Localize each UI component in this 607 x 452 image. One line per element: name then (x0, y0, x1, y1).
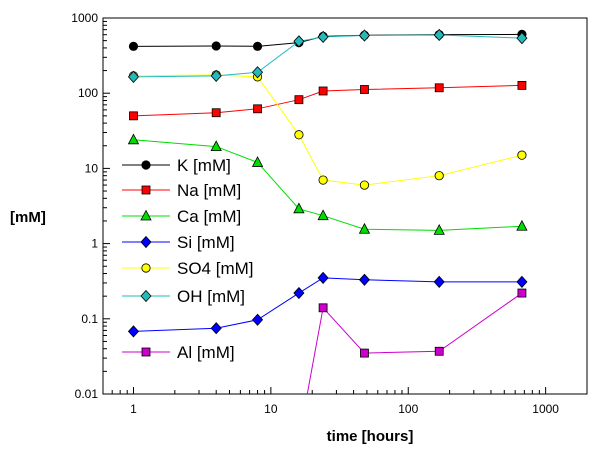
x-axis-title: time [hours] (327, 428, 414, 445)
y-tick-label: 1000 (71, 11, 98, 25)
series-k (128, 29, 527, 51)
data-point (516, 32, 528, 45)
legend-marker (140, 235, 152, 249)
series-line (133, 34, 522, 78)
data-point (127, 70, 140, 83)
data-point (434, 346, 444, 356)
data-point (434, 83, 444, 93)
legend-label: Na [mM] (177, 181, 241, 200)
legend-entry: SO4 [mM] (122, 259, 254, 278)
legend-marker (141, 185, 151, 195)
data-point (318, 86, 328, 96)
legend: K [mM] Na [mM] Ca [mM] Si [mM] SO4 [mM] OH [m… (122, 156, 254, 362)
y-tick-label: 10 (85, 161, 99, 175)
data-point (516, 275, 528, 288)
data-point (211, 41, 221, 51)
series-layer (127, 28, 528, 394)
data-point (127, 325, 140, 338)
legend-label: Ca [mM] (177, 207, 241, 226)
x-tick-label: 1 (130, 402, 137, 416)
series-line (306, 292, 523, 394)
data-point (360, 85, 369, 94)
x-tick-label: 100 (398, 402, 418, 416)
data-point (517, 80, 527, 90)
y-tick-label: 0.01 (75, 387, 99, 401)
series-line (133, 277, 522, 332)
legend-marker (141, 347, 151, 357)
y-tick-label: 0.1 (81, 312, 98, 326)
data-point (210, 322, 222, 335)
legend-entry: Ca [mM] (122, 207, 241, 226)
data-point (360, 348, 369, 358)
data-point (434, 171, 444, 181)
data-point (358, 273, 371, 286)
data-point (128, 41, 139, 51)
series-al (306, 288, 527, 394)
data-point (358, 222, 371, 234)
legend-marker (140, 289, 152, 303)
data-point (318, 303, 328, 313)
data-point (317, 271, 329, 284)
data-point (433, 28, 445, 42)
legend-label: OH [mM] (177, 287, 245, 306)
legend-entry: Al [mM] (122, 343, 235, 362)
x-tick-label: 1000 (532, 402, 559, 416)
data-point (251, 156, 264, 167)
data-point (293, 202, 305, 214)
data-point (252, 313, 264, 326)
legend-entry: K [mM] (122, 156, 231, 175)
data-point (293, 286, 305, 300)
legend-label: SO4 [mM] (177, 259, 254, 278)
data-point (433, 223, 445, 235)
data-point (210, 140, 222, 151)
data-point (516, 219, 528, 231)
series-na (129, 80, 527, 121)
legend-label: Al [mM] (177, 343, 235, 362)
legend-marker (140, 209, 152, 221)
data-point (253, 104, 262, 114)
legend-entry: Na [mM] (122, 181, 241, 200)
data-point (517, 288, 527, 298)
y-tick-label: 1 (91, 237, 98, 251)
data-point (517, 150, 527, 160)
data-point (358, 29, 371, 42)
data-point (129, 111, 138, 121)
data-point (127, 133, 140, 145)
data-point (211, 108, 221, 118)
data-point (433, 275, 445, 288)
legend-entry: Si [mM] (122, 233, 235, 252)
legend-entry: OH [mM] (122, 287, 245, 306)
series-line (133, 84, 522, 117)
series-line (133, 139, 522, 231)
plot-frame (102, 17, 588, 395)
y-tick-label: 100 (78, 86, 98, 100)
data-point (359, 180, 370, 190)
series-oh (127, 28, 528, 83)
legend-marker (141, 160, 151, 170)
data-point (210, 69, 222, 82)
axis-ticks: 1 10 100 1000 0.01 0.1 1 10 100 1000 (71, 11, 588, 416)
y-axis-title: [mM] (10, 209, 46, 226)
legend-marker (141, 263, 151, 273)
data-point (317, 30, 329, 44)
data-point (293, 35, 305, 48)
data-point (252, 41, 263, 51)
data-point (318, 175, 328, 185)
x-tick-label: 10 (264, 402, 278, 416)
legend-label: Si [mM] (177, 233, 235, 252)
series-ca (127, 133, 528, 235)
series-si (127, 271, 528, 338)
data-point (294, 130, 304, 140)
data-point (252, 66, 264, 79)
data-point (294, 95, 304, 105)
legend-label: K [mM] (177, 156, 231, 175)
data-point (317, 209, 329, 221)
